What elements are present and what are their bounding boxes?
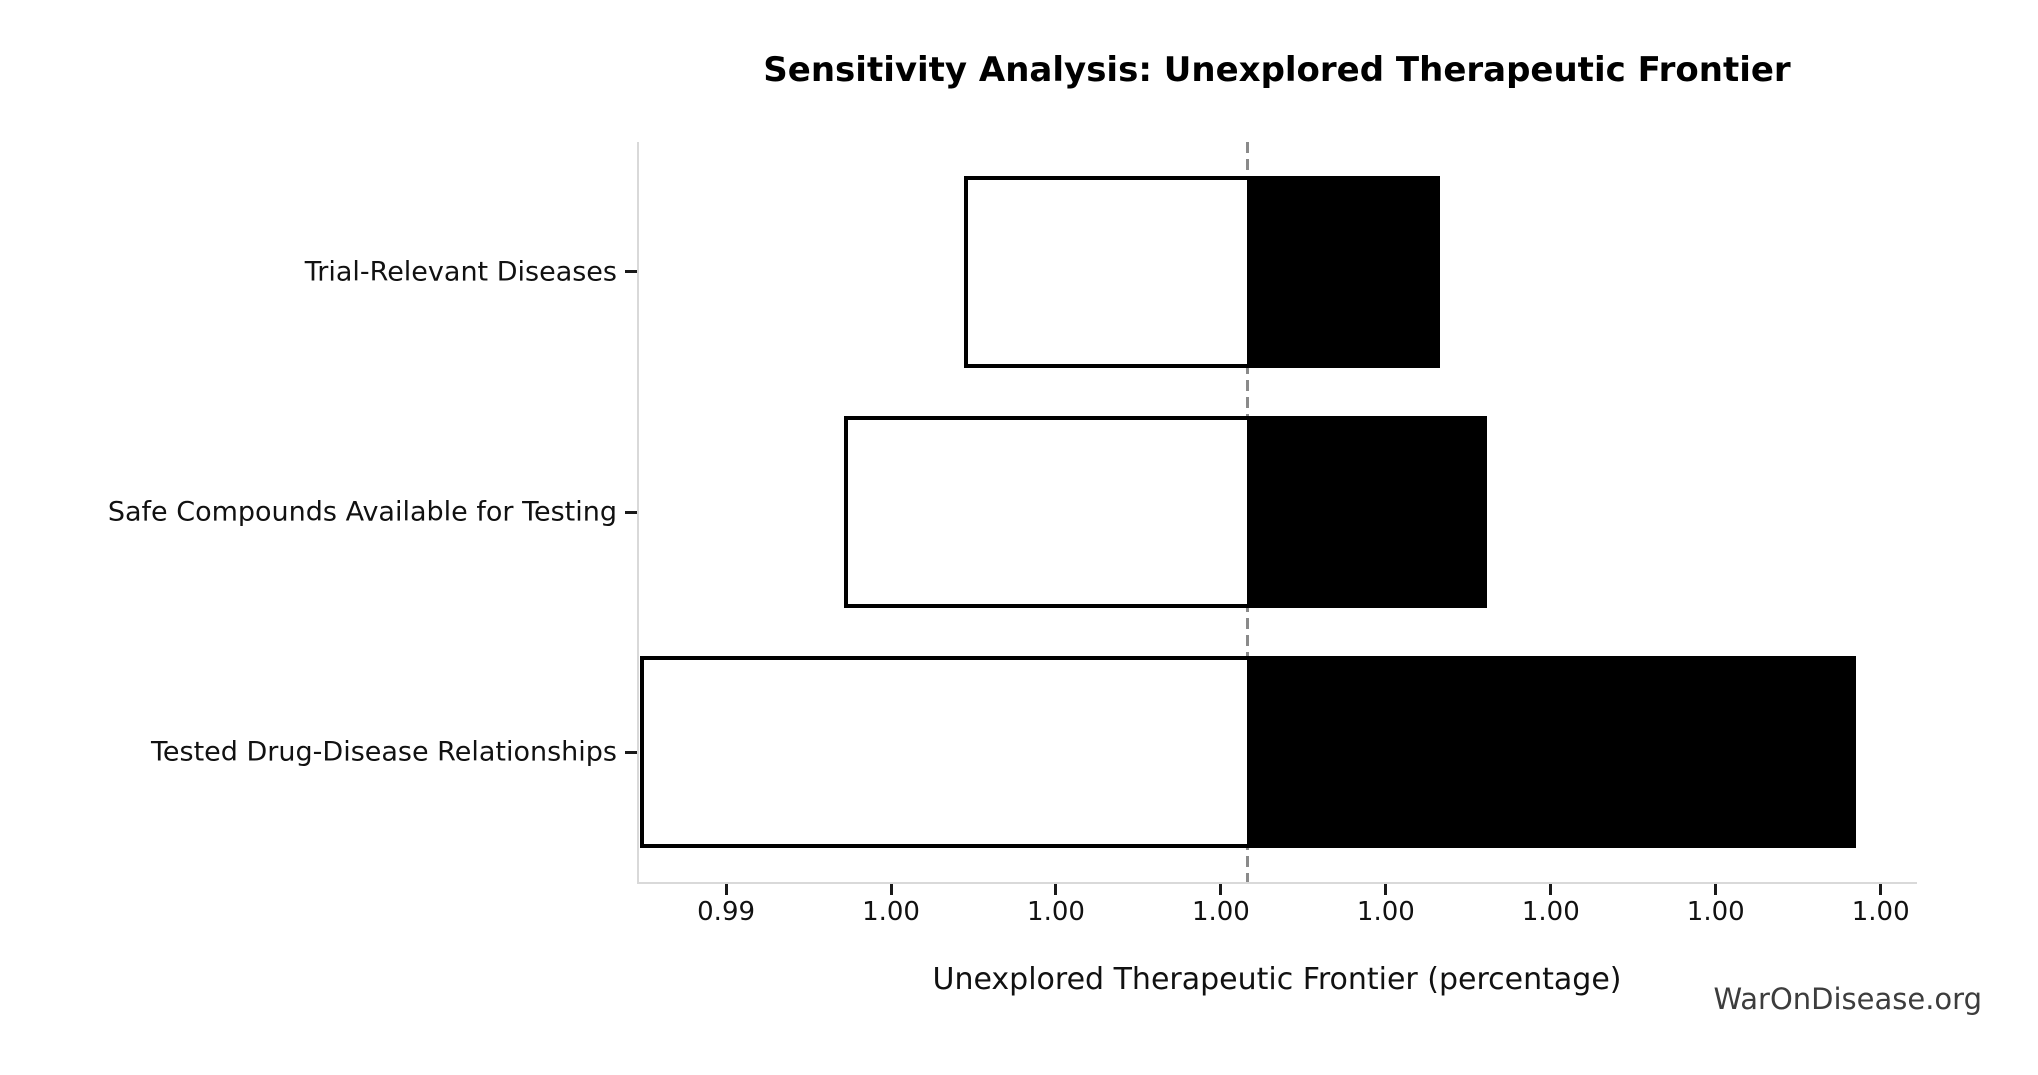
x-tick-label: 1.00 bbox=[1027, 897, 1085, 927]
watermark: WarOnDisease.org bbox=[1713, 982, 1982, 1016]
y-tick-mark bbox=[625, 270, 637, 274]
x-tick-mark bbox=[1879, 884, 1883, 895]
category-label: Safe Compounds Available for Testing bbox=[107, 496, 617, 528]
x-tick-mark bbox=[1384, 884, 1388, 895]
y-axis-spine bbox=[637, 142, 639, 884]
x-tick-label: 0.99 bbox=[697, 897, 756, 927]
tornado-bar-high-segment bbox=[1247, 656, 1856, 849]
x-axis-spine bbox=[637, 882, 1917, 884]
x-tick-mark bbox=[889, 884, 893, 895]
x-axis-label: Unexplored Therapeutic Frontier (percent… bbox=[932, 962, 1622, 997]
x-tick-label: 1.00 bbox=[1686, 897, 1745, 927]
y-tick-mark bbox=[625, 510, 637, 514]
x-tick-mark bbox=[1219, 884, 1223, 895]
x-tick-label: 1.00 bbox=[1851, 897, 1910, 927]
tornado-bar-high-segment bbox=[1247, 415, 1488, 609]
plot-area: Trial-Relevant Diseases Safe Compounds Av… bbox=[108, 142, 1917, 927]
x-tick-label: 1.00 bbox=[1191, 897, 1250, 927]
tornado-bar-high-segment bbox=[1247, 175, 1440, 368]
x-tick-mark bbox=[724, 884, 728, 895]
chart-title: Sensitivity Analysis: Unexplored Therape… bbox=[763, 50, 1791, 90]
x-tick-mark bbox=[1549, 884, 1553, 895]
x-tick-label: 1.00 bbox=[1521, 897, 1580, 927]
x-tick-label: 1.00 bbox=[862, 897, 920, 927]
x-tick-label: 1.00 bbox=[1356, 897, 1415, 927]
x-tick-mark bbox=[1054, 884, 1058, 895]
category-label: Trial-Relevant Diseases bbox=[304, 256, 617, 288]
category-label: Tested Drug-Disease Relationships bbox=[151, 736, 617, 768]
x-tick-mark bbox=[1714, 884, 1718, 895]
y-tick-mark bbox=[625, 750, 637, 754]
